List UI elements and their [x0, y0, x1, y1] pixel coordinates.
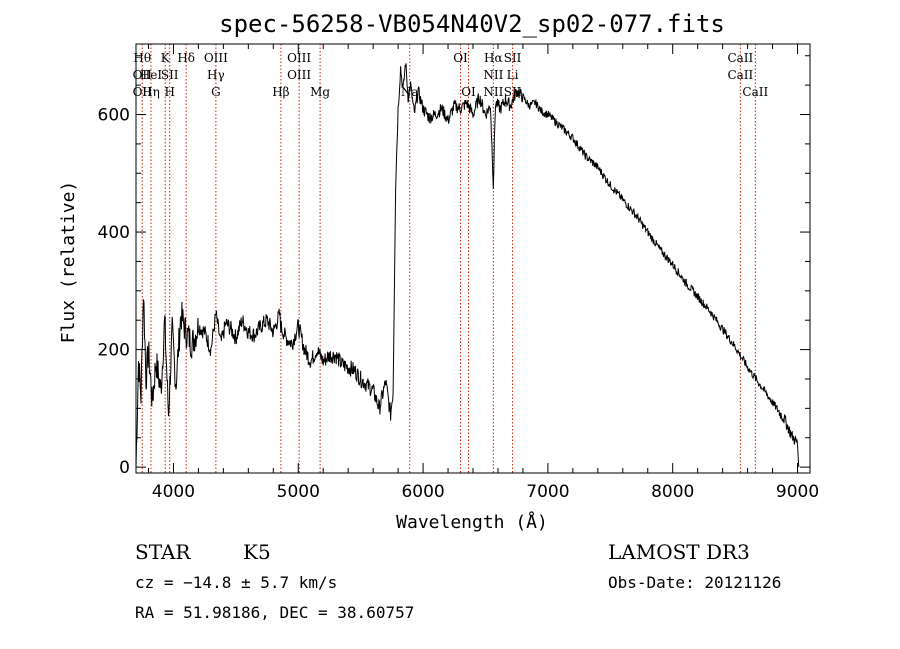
spectral-line-label: NII [483, 68, 503, 82]
y-axis-label: Flux (relative) [58, 181, 79, 344]
spectral-line-label: CaII [727, 68, 753, 82]
spectral-line-label: Na [401, 85, 419, 99]
spectral-line-label: OII [133, 68, 153, 82]
spectral-line-label: Mg [310, 85, 330, 99]
spectral-line-label: OIII [287, 68, 311, 82]
spectral-line-label: HeI [140, 68, 163, 82]
y-tick-label: 0 [119, 458, 130, 478]
spectral-line-label: G [211, 85, 221, 99]
y-tick-label: 400 [98, 223, 130, 243]
spectral-line-label: Hη [142, 85, 160, 99]
y-axis: 0 200 400 600 [98, 55, 810, 478]
obs-date: Obs-Date: 20121126 [608, 573, 782, 592]
spectral-line-label: SII [504, 51, 522, 65]
chart-title: spec-56258-VB054N40V2_sp02-077.fits [219, 10, 725, 38]
x-tick-label: 5000 [277, 482, 320, 502]
spectral-line-label: Hα [484, 51, 503, 65]
spectral-line-label: Hβ [272, 85, 289, 99]
spectral-line-label: OIII [287, 51, 311, 65]
spectral-line-label: OII [133, 85, 153, 99]
spectral-line-label: OI [453, 51, 468, 65]
plot-frame [135, 43, 811, 474]
coordinates: RA = 51.98186, DEC = 38.60757 [135, 603, 415, 622]
spectral-line-label: Hθ [133, 51, 151, 65]
spectrum-series [135, 63, 800, 468]
spectral-line-label: CaII [727, 51, 753, 65]
y-tick-label: 600 [98, 106, 130, 126]
x-tick-label: 8000 [651, 482, 694, 502]
x-tick-label: 6000 [401, 482, 444, 502]
spectral-line-label: Li [507, 68, 519, 82]
x-axis: 4000 5000 6000 7000 8000 9000 [147, 44, 819, 502]
redshift-cz: cz = −14.8 ± 5.7 km/s [135, 573, 338, 592]
plot-border [135, 43, 811, 474]
spectral-line-label: H [164, 85, 174, 99]
spectral-line-label: CaII [742, 85, 768, 99]
survey-name: LAMOST DR3 [608, 540, 750, 564]
spectral-line-label: Hδ [177, 51, 195, 65]
y-tick-label: 200 [98, 341, 130, 361]
spectral-line-label: K [161, 51, 171, 65]
spectral-line-label: OIII [204, 51, 228, 65]
spectral-line-label: SII [161, 68, 179, 82]
x-tick-label: 4000 [152, 482, 195, 502]
object-class: STAR [135, 540, 191, 564]
x-axis-label: Wavelength (Å) [396, 511, 548, 533]
x-tick-label: 7000 [526, 482, 569, 502]
spectral-line-label: NII [483, 85, 503, 99]
spectrum-line [135, 63, 800, 468]
spectral-line-label: Hγ [207, 68, 225, 82]
x-tick-label: 9000 [776, 482, 819, 502]
subclass: K5 [243, 540, 271, 564]
spectral-line-label: OI [461, 85, 476, 99]
